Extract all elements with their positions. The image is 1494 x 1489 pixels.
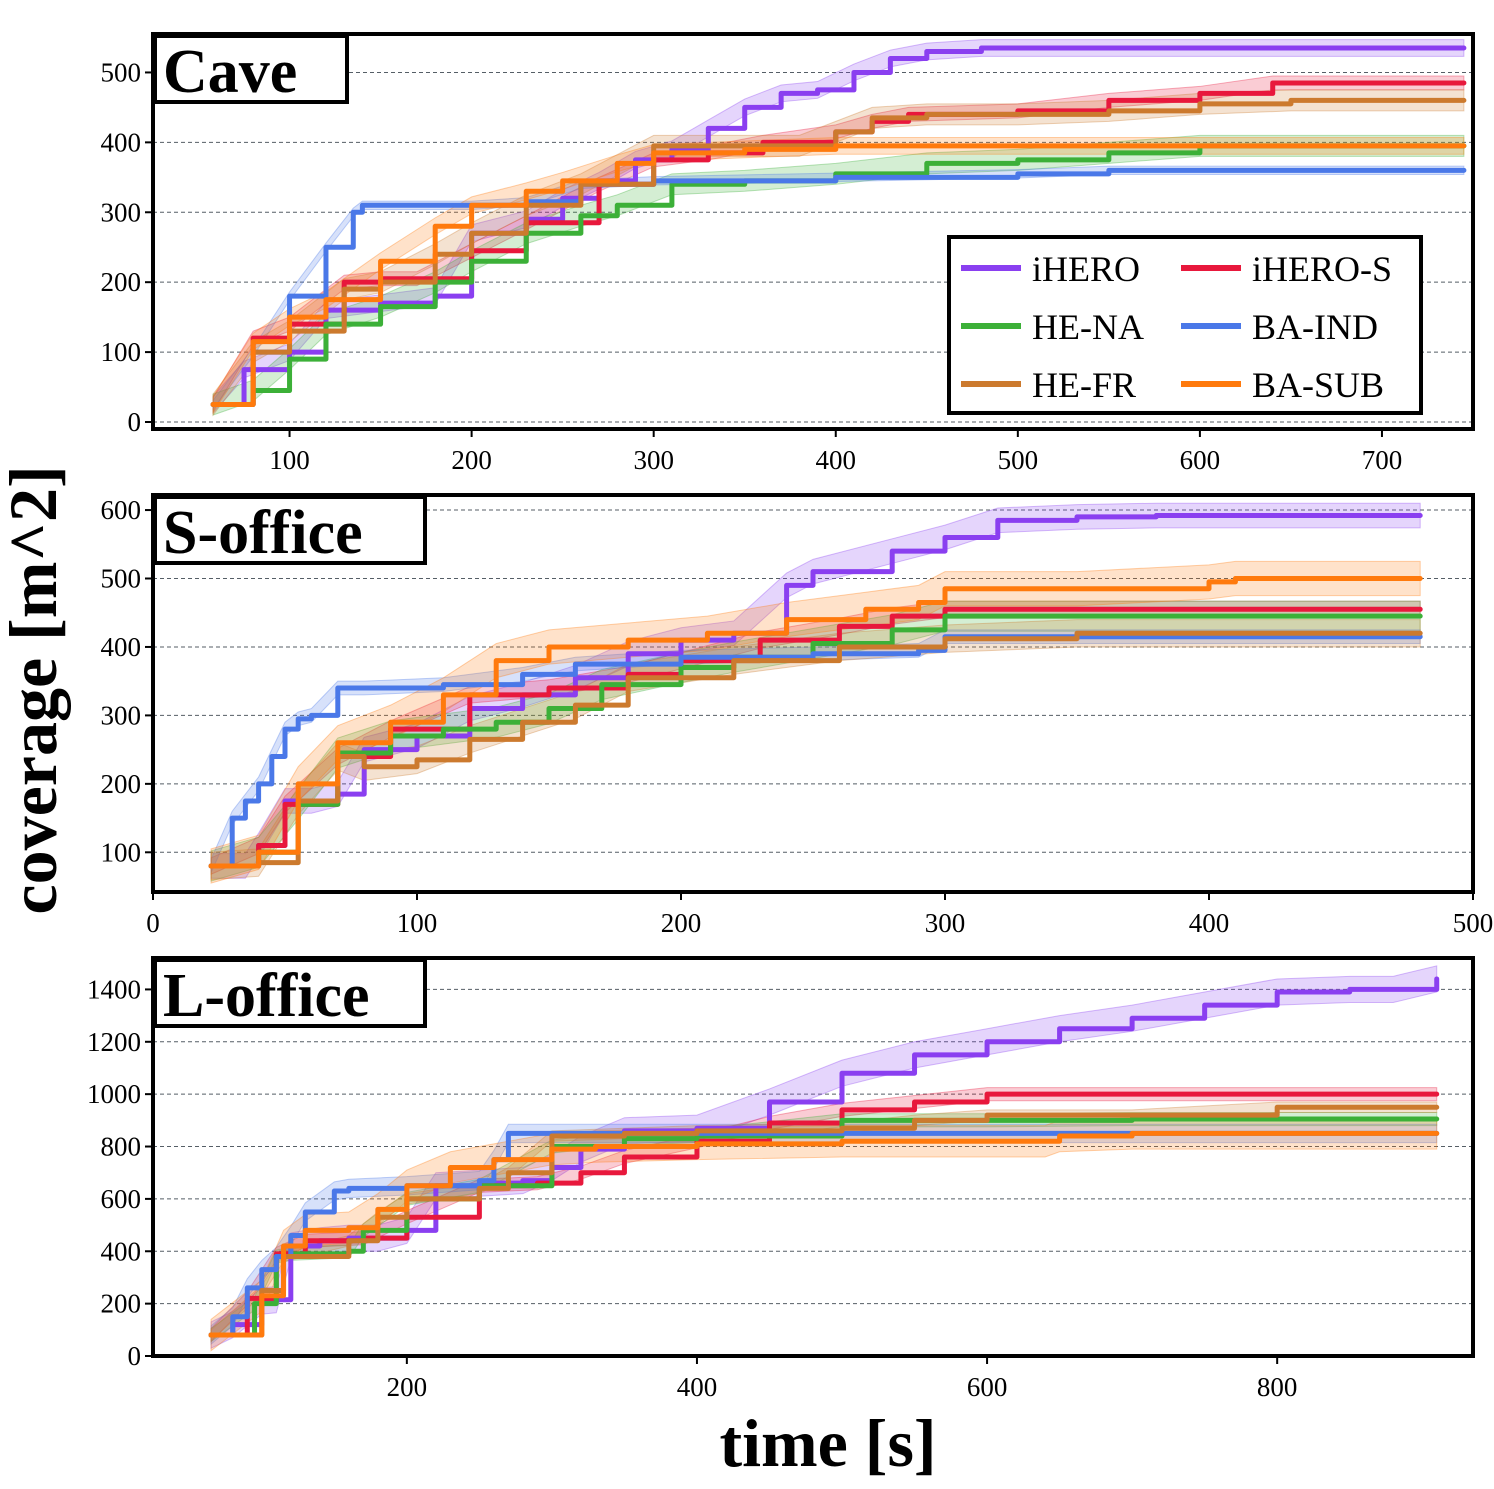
cave-xtick-label-100: 100 [269, 445, 310, 475]
l-office-ytick-label-1200: 1200 [87, 1027, 141, 1057]
l-office-xtick-label-800: 800 [1257, 1372, 1298, 1402]
cave-line-ba-sub [210, 143, 1467, 408]
l-office-ytick-label-1400: 1400 [87, 974, 141, 1004]
cave-xtick-label-700: 700 [1362, 445, 1403, 475]
s-office-line-ba-ind [208, 634, 1423, 869]
l-office-ytick-label-400: 400 [101, 1236, 142, 1266]
cave-ytick-label-200: 200 [101, 267, 142, 297]
cave-line-ihero-s [210, 80, 1467, 408]
cave-xtick-label-400: 400 [816, 445, 857, 475]
s-office-line-he-fr [208, 630, 1423, 869]
cave-xtick-label-300: 300 [633, 445, 674, 475]
l-office-ytick-label-800: 800 [101, 1132, 142, 1162]
s-office-ytick-label-200: 200 [101, 769, 142, 799]
s-office-xtick-label-0: 0 [146, 908, 160, 938]
s-office-ytick-label-500: 500 [101, 564, 142, 594]
l-office-ytick-label-1000: 1000 [87, 1079, 141, 1109]
s-office-xtick-label-500: 500 [1453, 908, 1494, 938]
s-office-xtick-label-400: 400 [1189, 908, 1230, 938]
l-office-title-box [153, 958, 427, 1028]
l-office-xtick-label-200: 200 [387, 1372, 428, 1402]
legend-label-he-na: HE-NA [1032, 307, 1144, 347]
l-office-frame [151, 956, 1475, 1358]
l-office-xtick-label-400: 400 [677, 1372, 718, 1402]
cave-title: Cave [163, 38, 297, 106]
legend-label-ba-ind: BA-IND [1252, 307, 1378, 347]
l-office-xtick-label-600: 600 [967, 1372, 1008, 1402]
legend-label-ba-sub: BA-SUB [1252, 365, 1384, 405]
s-office-xtick-label-300: 300 [925, 908, 966, 938]
y-axis-title: coverage [m^2] [0, 465, 71, 914]
cave-xtick-label-200: 200 [451, 445, 492, 475]
s-office-band-ba-ind [210, 629, 1421, 874]
cave-title-box [153, 34, 349, 104]
legend-label-ihero-s: iHERO-S [1252, 249, 1392, 289]
cave-plot-area [210, 39, 1467, 417]
l-office-ytick-label-0: 0 [128, 1341, 142, 1371]
s-office-band-he-fr [210, 619, 1421, 881]
cave-ytick-label-400: 400 [101, 127, 142, 157]
cave-ytick-label-100: 100 [101, 337, 142, 367]
x-axis-title: time [s] [719, 1405, 936, 1481]
s-office-ytick-label-400: 400 [101, 632, 142, 662]
cave-band-ihero [212, 39, 1465, 415]
s-office-title: S-office [163, 499, 363, 567]
panel-s-office: 100 200 300 400 500 600 0 100 200 300 400 500 S-offi… [101, 493, 1494, 938]
panel-l-office: 0 200 400 600 800 1000 1200 1400 200 400 600 800 L-o… [87, 956, 1475, 1402]
l-office-ytick-label-600: 600 [101, 1184, 142, 1214]
s-office-line-ba-sub [208, 576, 1423, 869]
l-office-line-ba-sub [208, 1130, 1440, 1338]
s-office-xtick-label-200: 200 [661, 908, 702, 938]
s-office-ytick-label-300: 300 [101, 700, 142, 730]
s-office-title-box [153, 495, 427, 565]
s-office-frame [151, 493, 1475, 894]
s-office-ytick-label-600: 600 [101, 495, 142, 525]
l-office-title: L-office [163, 962, 370, 1030]
l-office-line-he-fr [208, 1104, 1440, 1338]
l-office-plot-area [208, 965, 1440, 1352]
l-office-band-ba-ind [210, 1123, 1438, 1346]
panel-cave: 0 100 200 300 400 500 100 200 300 400 500 600 700 Cav… [101, 32, 1475, 475]
cave-ytick-label-0: 0 [128, 407, 142, 437]
cave-frame [151, 32, 1475, 431]
s-office-plot-area [208, 502, 1423, 884]
l-office-ytick-label-200: 200 [101, 1289, 142, 1319]
l-office-band-ihero [210, 965, 1438, 1349]
cave-ytick-label-500: 500 [101, 57, 142, 87]
cave-xtick-label-600: 600 [1180, 445, 1221, 475]
s-office-ytick-label-100: 100 [101, 837, 142, 867]
s-office-line-he-na [208, 613, 1423, 869]
legend-label-ihero: iHERO [1032, 249, 1140, 289]
legend-label-he-fr: HE-FR [1032, 365, 1136, 405]
cave-ytick-label-300: 300 [101, 197, 142, 227]
s-office-xtick-label-100: 100 [397, 908, 438, 938]
cave-xtick-label-500: 500 [998, 445, 1039, 475]
